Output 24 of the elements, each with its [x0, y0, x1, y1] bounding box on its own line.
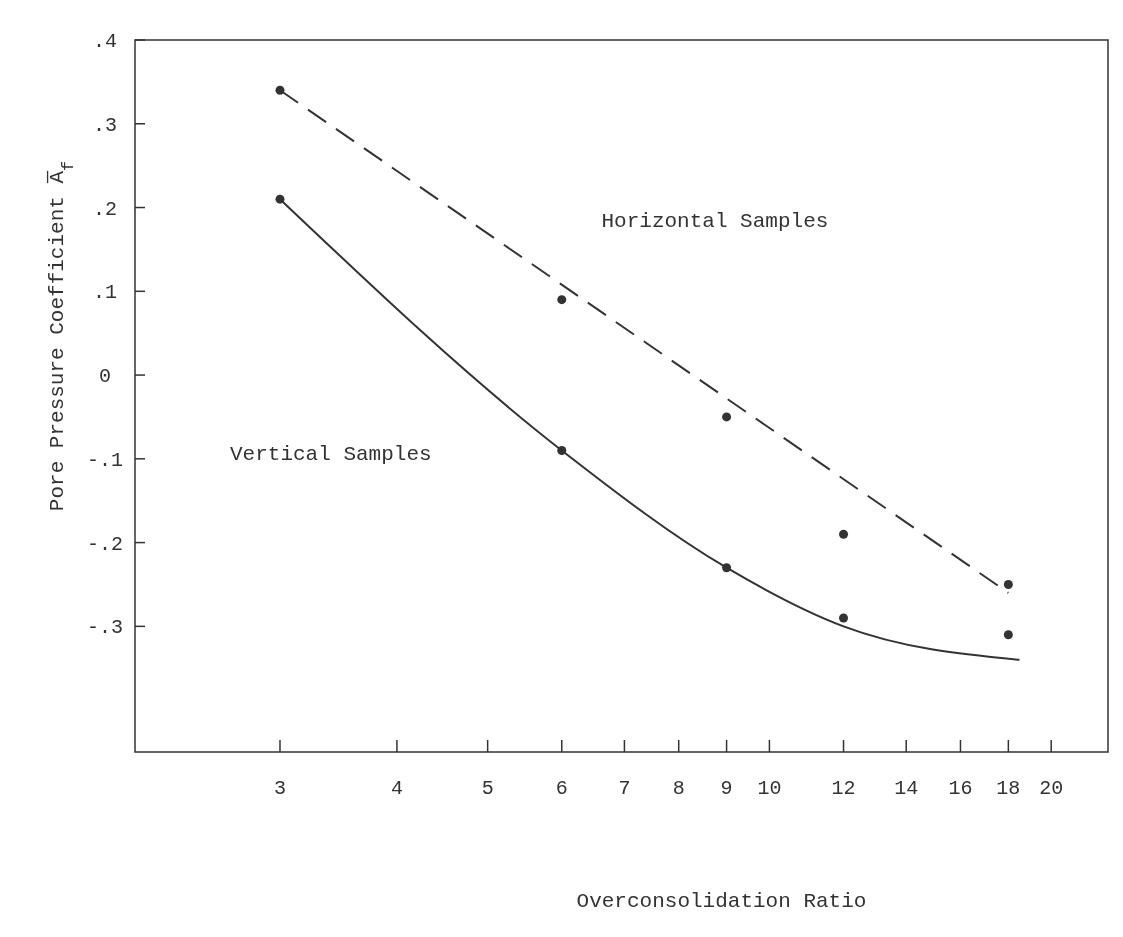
x-tick-label: 20 [1039, 777, 1064, 800]
x-tick-label: 12 [831, 777, 856, 800]
y-tick-label: -.2 [86, 532, 124, 556]
x-tick-label: 3 [273, 777, 286, 800]
x-tick-label: 4 [390, 777, 403, 800]
y-tick-label: -.3 [86, 616, 124, 640]
x-tick-label: 16 [948, 777, 973, 800]
y-tick-label: 0 [98, 365, 112, 389]
x-tick-label: 10 [757, 777, 782, 800]
x-tick-label: 7 [618, 777, 631, 800]
x-tick-label: 5 [481, 777, 494, 800]
x-tick-label: 9 [720, 777, 733, 800]
y-tick-label: .4 [92, 30, 118, 53]
y-tick-label: .3 [92, 113, 118, 137]
x-tick-label: 18 [996, 777, 1021, 800]
x-tick-label: 8 [672, 777, 685, 800]
x-tick-label: 14 [894, 777, 919, 800]
x-tick-label: 6 [555, 777, 568, 800]
x-axis-title: Overconsolidation Ratio [576, 890, 867, 913]
y-tick-label: .1 [92, 281, 118, 305]
y-tick-label: -.1 [86, 448, 124, 472]
annotation: Vertical Samples [230, 443, 432, 467]
annotation: Horizontal Samples [601, 210, 829, 234]
y-tick-label: .2 [92, 197, 118, 221]
